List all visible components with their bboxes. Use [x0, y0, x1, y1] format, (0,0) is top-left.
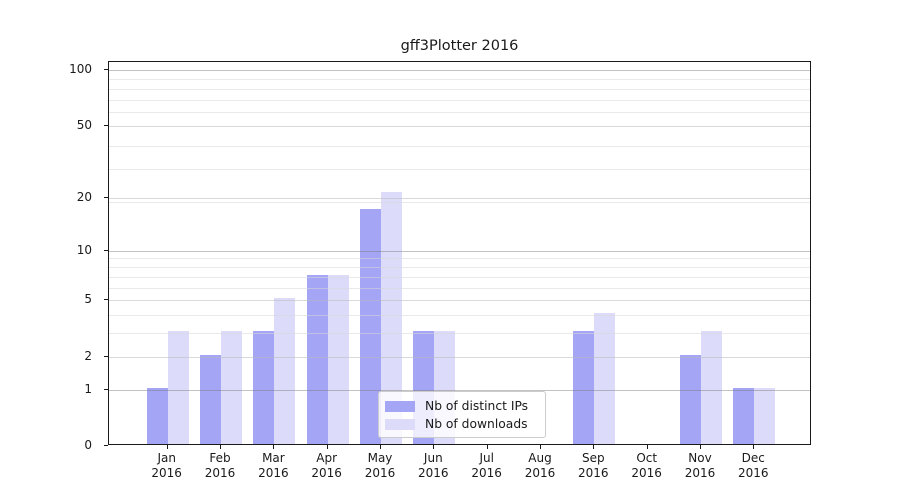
legend-label-downloads: Nb of downloads	[425, 417, 528, 431]
bar-distinct-ips-sep	[573, 331, 595, 444]
bar-downloads-dec	[754, 387, 776, 444]
x-tick-label-feb: Feb 2016	[204, 451, 236, 480]
legend-swatch-downloads	[385, 418, 415, 430]
x-tick-label-jan: Jan 2016	[151, 451, 182, 480]
x-tick-label-jun: Jun 2016	[418, 451, 449, 480]
legend-row-distinct-ips: Nb of distinct IPs	[385, 398, 538, 414]
y-tick-mark-2	[104, 355, 108, 357]
bar-distinct-ips-jan	[146, 387, 168, 444]
gridline-59	[109, 112, 810, 114]
x-tick-mark-mar	[273, 445, 275, 449]
gridline-3	[109, 333, 810, 335]
y-tick-mark-100	[104, 69, 108, 70]
gridline-9	[109, 258, 810, 260]
gridline-19	[109, 201, 810, 203]
bar-downloads-feb	[221, 331, 242, 444]
y-tick-label-2: 2	[84, 348, 92, 363]
gridline-1	[109, 389, 810, 391]
gridline-29	[109, 168, 810, 170]
legend-row-downloads: Nb of downloads	[385, 416, 538, 432]
gridline-6	[109, 287, 810, 289]
bar-distinct-ips-apr	[306, 274, 328, 444]
x-tick-label-nov: Nov 2016	[684, 451, 716, 480]
gridline-2	[109, 356, 810, 358]
bar-distinct-ips-mar	[253, 331, 275, 444]
gridline-50	[109, 125, 810, 127]
gridline-39	[109, 145, 810, 147]
x-tick-mark-feb	[220, 445, 221, 449]
gridline-4	[109, 314, 810, 316]
bar-downloads-apr	[327, 274, 349, 444]
gridline-8	[109, 267, 810, 268]
bar-downloads-nov	[701, 331, 722, 444]
bar-downloads-jan	[167, 331, 189, 444]
bar-downloads-mar	[274, 298, 296, 444]
legend-swatch-distinct-ips	[385, 400, 415, 412]
y-tick-mark-1	[104, 388, 108, 390]
y-tick-label-100: 100	[69, 62, 92, 76]
x-tick-label-aug: Aug 2016	[524, 451, 556, 480]
y-tick-mark-5	[104, 299, 108, 300]
y-tick-mark-10	[104, 249, 108, 251]
x-tick-mark-dec	[753, 445, 755, 449]
x-tick-label-dec: Dec 2016	[738, 451, 769, 480]
y-tick-label-10: 10	[76, 242, 92, 257]
legend: Nb of distinct IPs Nb of downloads	[378, 391, 546, 438]
x-tick-mark-may	[380, 445, 381, 449]
y-tick-label-1: 1	[84, 381, 92, 396]
y-tick-label-0: 0	[84, 438, 92, 452]
legend-label-distinct-ips: Nb of distinct IPs	[425, 399, 529, 413]
x-tick-label-jul: Jul 2016	[471, 451, 502, 480]
x-tick-label-may: May 2016	[364, 451, 396, 480]
x-tick-mark-sep	[593, 445, 595, 449]
x-tick-mark-aug	[540, 445, 541, 449]
x-tick-label-oct: Oct 2016	[631, 451, 662, 480]
gridline-7	[109, 276, 810, 278]
gridline-69	[109, 99, 810, 101]
y-tick-label-5: 5	[84, 292, 92, 306]
x-tick-mark-nov	[700, 445, 701, 449]
gridline-79	[109, 89, 810, 90]
x-tick-mark-apr	[326, 445, 328, 449]
y-tick-label-50: 50	[76, 117, 92, 132]
x-tick-mark-jan	[166, 445, 168, 449]
y-tick-mark-0	[104, 445, 108, 446]
bar-distinct-ips-feb	[200, 354, 221, 444]
y-tick-mark-50	[104, 124, 108, 126]
x-tick-mark-oct	[646, 445, 648, 449]
bar-distinct-ips-nov	[680, 354, 701, 444]
bar-distinct-ips-dec	[733, 387, 755, 444]
gridline-89	[109, 79, 810, 81]
plot-area	[108, 61, 811, 445]
gridline-5	[109, 300, 810, 301]
chart-title: gff3Plotter 2016	[400, 38, 519, 54]
x-tick-mark-jul	[486, 445, 488, 449]
bar-downloads-may	[381, 192, 402, 444]
gridline-20	[109, 198, 810, 199]
y-tick-label-20: 20	[76, 190, 92, 204]
x-tick-label-mar: Mar 2016	[258, 451, 289, 480]
gridline-100	[109, 70, 810, 71]
bar-downloads-sep	[594, 312, 616, 444]
x-tick-mark-jun	[433, 445, 435, 449]
x-tick-label-apr: Apr 2016	[311, 451, 342, 480]
gridline-10	[109, 250, 810, 252]
x-tick-label-sep: Sep 2016	[578, 451, 609, 480]
y-tick-mark-20	[104, 197, 108, 198]
